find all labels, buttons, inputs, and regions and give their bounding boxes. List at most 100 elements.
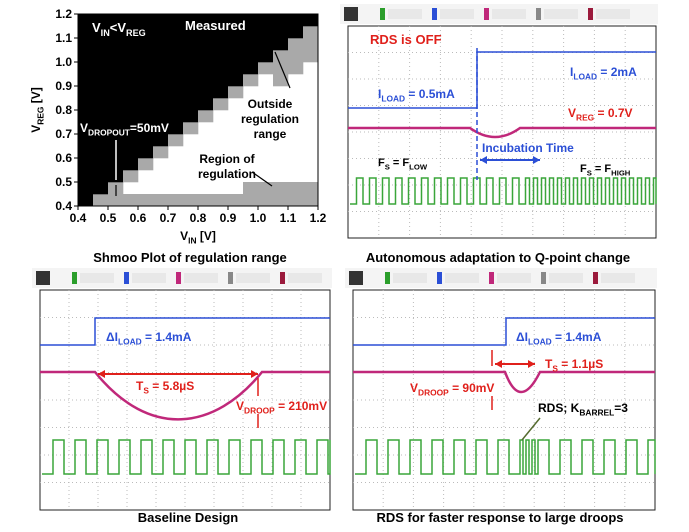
shmoo-cell xyxy=(273,194,288,206)
x-tick-label: 1.0 xyxy=(250,211,267,225)
channel-chip xyxy=(280,272,285,284)
shmoo-cell xyxy=(213,74,228,86)
shmoo-cell xyxy=(108,62,123,74)
channel-box xyxy=(236,273,270,283)
shmoo-cell xyxy=(288,14,303,26)
shmoo-cell xyxy=(273,26,288,38)
channel-box xyxy=(388,9,422,19)
shmoo-cell xyxy=(78,62,93,74)
shmoo-cell xyxy=(93,38,108,50)
label-part: LOAD xyxy=(118,337,142,347)
shmoo-cell xyxy=(168,122,183,134)
x-tick-label: 0.4 xyxy=(70,211,87,225)
shmoo-cell xyxy=(273,14,288,26)
channel-box xyxy=(492,9,526,19)
shmoo-cell xyxy=(138,98,153,110)
shmoo-cell xyxy=(168,50,183,62)
shmoo-cell xyxy=(228,38,243,50)
shmoo-cell xyxy=(78,194,93,206)
label-part: V xyxy=(568,106,576,120)
channel-box xyxy=(445,273,479,283)
channel-chip xyxy=(72,272,77,284)
label-part: RDS; K xyxy=(538,401,580,415)
y-tick-label: 0.7 xyxy=(55,127,72,141)
shmoo-cell xyxy=(288,194,303,206)
shmoo-cell xyxy=(93,170,108,182)
channel-box xyxy=(288,273,322,283)
shmoo-cell xyxy=(198,50,213,62)
label-part: ΔI xyxy=(516,330,528,344)
y-tick-label: 1.1 xyxy=(55,31,72,45)
caption: Baseline Design xyxy=(138,510,238,525)
label-part: <V xyxy=(110,20,127,35)
shmoo-cell xyxy=(93,110,108,122)
shmoo-cell xyxy=(213,98,228,110)
shmoo-cell xyxy=(153,98,168,110)
label-part: DROOP xyxy=(418,388,449,398)
shmoo-cell xyxy=(228,194,243,206)
shmoo-cell xyxy=(78,182,93,194)
shmoo-cell xyxy=(288,38,303,50)
shmoo-cell xyxy=(153,14,168,26)
shmoo-cell xyxy=(213,50,228,62)
annotation: Region of xyxy=(199,152,255,166)
shmoo-cell xyxy=(93,62,108,74)
label-part: =50mV xyxy=(130,121,169,135)
shmoo-cell xyxy=(198,194,213,206)
region-label: Measured xyxy=(185,18,246,33)
x-tick-label: 1.1 xyxy=(280,211,297,225)
shmoo-cell xyxy=(303,14,318,26)
shmoo-cell xyxy=(168,86,183,98)
x-tick-label: 0.5 xyxy=(100,211,117,225)
channel-chip xyxy=(124,272,129,284)
label-part: = 1.4mA xyxy=(142,330,192,344)
shmoo-cell xyxy=(138,134,153,146)
label-part: [V] xyxy=(197,229,216,243)
annotation: range xyxy=(254,127,287,141)
shmoo-cell xyxy=(78,38,93,50)
shmoo-cell xyxy=(168,38,183,50)
shmoo-cell xyxy=(108,86,123,98)
label-part: LOW xyxy=(409,162,428,171)
y-axis-label: VREG [V] xyxy=(29,87,46,133)
shmoo-cell xyxy=(273,74,288,86)
shmoo-cell xyxy=(288,62,303,74)
shmoo-cell xyxy=(153,38,168,50)
shmoo-cell xyxy=(78,50,93,62)
channel-chip xyxy=(385,272,390,284)
annotation: Incubation Time xyxy=(482,141,574,155)
shmoo-cell xyxy=(183,194,198,206)
channel-chip xyxy=(588,8,593,20)
label-part: ΔI xyxy=(106,330,118,344)
shmoo-cell xyxy=(183,74,198,86)
label-part: = 0.5mA xyxy=(405,87,455,101)
channel-chip xyxy=(380,8,385,20)
shmoo-cell xyxy=(228,86,243,98)
shmoo-cell xyxy=(138,14,153,26)
shmoo-cell xyxy=(78,98,93,110)
shmoo-cell xyxy=(273,50,288,62)
shmoo-cell xyxy=(243,74,258,86)
channel-chip xyxy=(176,272,181,284)
y-tick-label: 1.0 xyxy=(55,55,72,69)
shmoo-cell xyxy=(78,158,93,170)
shmoo-cell xyxy=(273,62,288,74)
label-part: = F xyxy=(592,163,612,175)
label-part: V xyxy=(92,20,101,35)
shmoo-cell xyxy=(153,62,168,74)
shmoo-cell xyxy=(228,50,243,62)
shmoo-cell xyxy=(303,194,318,206)
channel-box xyxy=(544,9,578,19)
shmoo-cell xyxy=(288,182,303,194)
x-tick-label: 0.6 xyxy=(130,211,147,225)
shmoo-cell xyxy=(138,62,153,74)
shmoo-cell xyxy=(243,194,258,206)
shmoo-cell xyxy=(93,158,108,170)
shmoo-cell xyxy=(243,182,258,194)
shmoo-cell xyxy=(108,38,123,50)
shmoo-cell xyxy=(258,26,273,38)
channel-chip xyxy=(437,272,442,284)
shmoo-cell xyxy=(138,158,153,170)
shmoo-cell xyxy=(168,26,183,38)
shmoo-cell xyxy=(93,182,108,194)
